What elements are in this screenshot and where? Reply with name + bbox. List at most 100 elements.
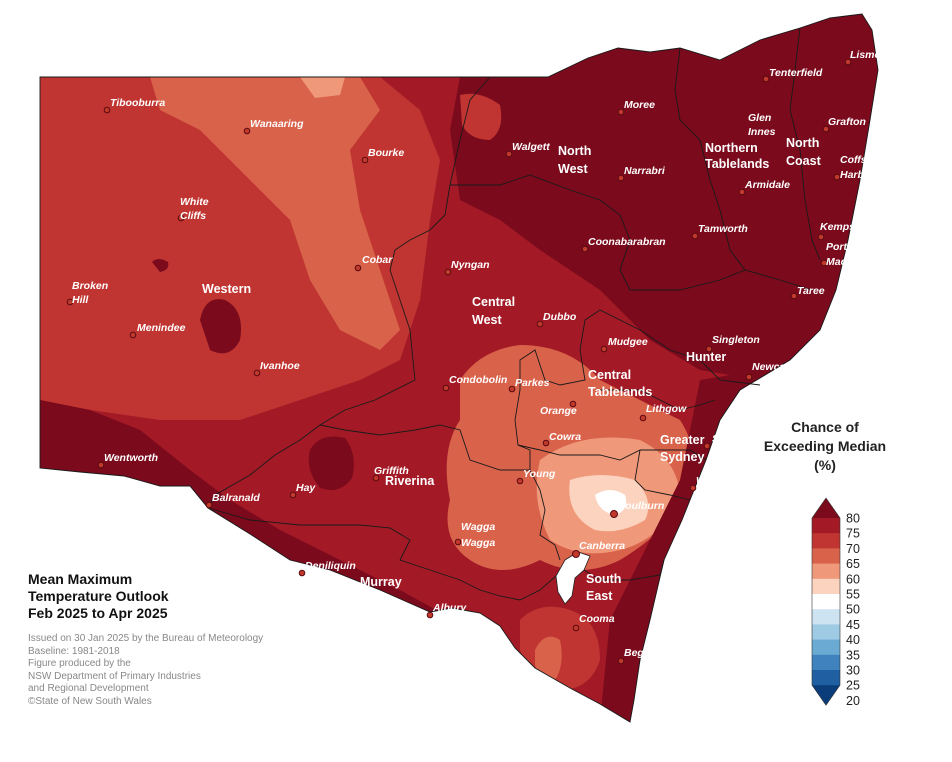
town-label-wagga-2: Wagga [461, 537, 495, 549]
town-label-mudgee: Mudgee [608, 336, 648, 348]
probability-shading [40, 14, 878, 722]
town-label-hill: Hill [72, 294, 89, 306]
town-label-walgett: Walgett [512, 141, 550, 153]
town-label-griffith: Griffith [374, 465, 409, 477]
town-label-white: White [180, 196, 209, 208]
town-label-cooma: Cooma [579, 613, 615, 625]
town-label-coonabarabran: Coonabarabran [588, 236, 666, 248]
region-label-central-tablelands-2: Tablelands [588, 385, 652, 399]
credit-dept-1: NSW Department of Primary Industries [28, 670, 201, 682]
town-label-singleton: Singleton [712, 334, 760, 346]
town-label-glen: Glen [748, 112, 771, 124]
region-label-north-coast: North [786, 136, 819, 150]
legend-tick-label: 35 [846, 648, 860, 662]
town-label-menindee: Menindee [137, 322, 186, 334]
town-label-macquarie: Macquarie [826, 256, 878, 268]
legend-outline [811, 497, 841, 706]
legend-swatch [812, 594, 840, 610]
legend-tick-label: 80 [846, 512, 860, 526]
legend-tick-label: 40 [846, 633, 860, 647]
town-label-dubbo: Dubbo [543, 311, 577, 323]
legend-tick-label: 45 [846, 618, 860, 632]
town-label-lismore: Lismore [850, 49, 891, 61]
town-label-condobolin: Condobolin [449, 374, 507, 386]
legend-bottom-arrow [812, 685, 840, 706]
region-label-north-west: North [558, 144, 591, 158]
legend-title-3: (%) [814, 457, 836, 473]
region-label-central-west: Central [472, 295, 515, 309]
legend-colorbar [811, 497, 841, 706]
credit-baseline: Baseline: 1981-2018 [28, 645, 120, 657]
legend-swatch [812, 578, 840, 595]
credit-copyright: ©State of New South Wales [28, 695, 152, 707]
town-label-wanaaring: Wanaaring [250, 118, 304, 130]
town-label-hay: Hay [296, 482, 316, 494]
town-label-sydney: Sydney [712, 433, 751, 445]
town-label-parkes: Parkes [515, 377, 550, 389]
legend-tick-label: 75 [846, 527, 860, 541]
legend-title-1: Chance of [791, 419, 859, 435]
legend-swatch [812, 639, 840, 656]
town-label-innes: Innes [748, 126, 776, 138]
region-label-north-coast-2: Coast [786, 154, 822, 168]
region-label-northern-tablelands: Northern [705, 141, 758, 155]
region-label-south-east: South [586, 572, 621, 586]
town-label-moree: Moree [624, 99, 655, 111]
region-label-greater-sydney: Greater [660, 433, 705, 447]
town-label-armidale: Armidale [744, 179, 790, 191]
legend-title-2: Exceeding Median [763, 438, 887, 454]
legend-swatch [812, 548, 840, 564]
legend-tick-label: 50 [846, 603, 860, 617]
legend-swatch [812, 624, 840, 640]
region-label-north-west-2: West [558, 162, 588, 176]
legend-tick-label: 20 [846, 694, 860, 708]
legend-tick-label: 70 [846, 542, 860, 556]
town-label-young: Young [523, 468, 556, 480]
legend-swatch [812, 518, 840, 534]
town-label-cowra: Cowra [549, 431, 581, 443]
town-label-taree: Taree [797, 285, 825, 297]
town-label-orange: Orange [540, 405, 577, 417]
legend-top-arrow [812, 498, 840, 518]
town-label-wentworth: Wentworth [104, 452, 158, 464]
credit-produced: Figure produced by the [28, 658, 131, 670]
region-label-south-east-2: East [586, 589, 613, 603]
title-line-3: Feb 2025 to Apr 2025 [28, 605, 168, 621]
legend-swatch [812, 670, 840, 686]
town-label-coffs: Coffs [840, 154, 867, 166]
town-markers [66, 58, 852, 665]
town-label-ivanhoe: Ivanhoe [260, 360, 300, 372]
title-line-2: Temperature Outlook [28, 588, 169, 604]
town-label-broken: Broken [72, 280, 108, 292]
legend-swatch [812, 654, 840, 671]
region-boundaries [39, 13, 879, 723]
town-label-kempsey: Kempsey [820, 221, 868, 233]
legend-swatch [812, 533, 840, 549]
legend-title: Chance of Exceeding Median (%) [750, 418, 900, 475]
town-label-tibooburra: Tibooburra [110, 97, 165, 109]
title-line-1: Mean Maximum [28, 571, 133, 587]
town-label-wollongong: Wollongong [696, 475, 757, 487]
map-title: Mean Maximum Temperature Outlook Feb 202… [28, 571, 169, 622]
region-label-murray: Murray [360, 575, 402, 589]
town-label-narrabri: Narrabri [624, 165, 666, 177]
region-label-riverina: Riverina [385, 474, 435, 488]
town-label-balranald: Balranald [212, 492, 260, 504]
region-label-central-west-2: West [472, 313, 502, 327]
town-label-canberra: Canberra [579, 540, 625, 552]
town-label-albury: Albury [432, 602, 467, 614]
legend-swatch [812, 609, 840, 625]
town-label-cliffs: Cliffs [180, 210, 206, 222]
act-territory [555, 551, 591, 605]
town-label-bourke: Bourke [368, 147, 404, 159]
legend-swatch [812, 563, 840, 580]
town-label-port: Port [826, 241, 848, 253]
legend-tick-label: 60 [846, 572, 860, 586]
credits: Issued on 30 Jan 2025 by the Bureau of M… [28, 633, 263, 709]
legend-tick-label: 30 [846, 664, 860, 678]
town-label-harbour: Harbour [840, 169, 882, 181]
town-label-tamworth: Tamworth [698, 223, 748, 235]
region-label-western: Western [202, 282, 251, 296]
